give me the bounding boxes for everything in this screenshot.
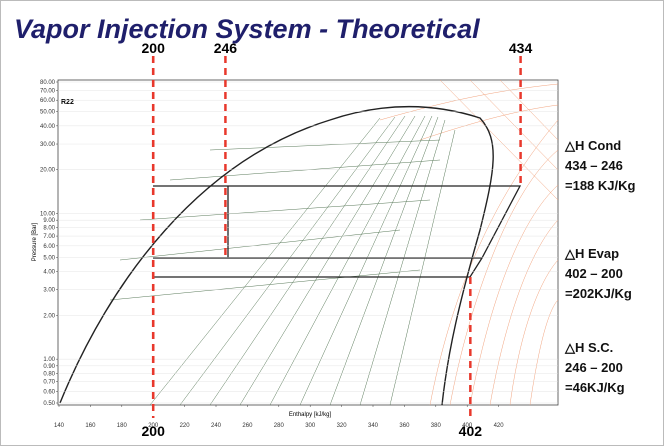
x-tick-label: 340 [368,423,379,429]
y-tick-label: 1.00 [43,357,55,363]
annotation-heading: △H Cond [564,138,621,153]
annotation-formula: 246 – 200 [565,360,623,375]
top-marker-label: 246 [214,40,238,56]
top-marker-label: 200 [142,40,166,56]
superheat-lines [379,79,559,406]
x-tick-label: 380 [431,423,442,429]
y-tick-label: 3.00 [43,288,55,294]
x-axis-title: Enthalpy [kJ/kg] [289,412,332,418]
x-tick-label: 420 [494,423,505,429]
x-tick-label: 200 [148,423,159,429]
y-tick-label: 8.00 [43,226,55,232]
refrigerant-label: R22 [61,99,74,106]
y-tick-label: 0.70 [43,380,55,386]
x-tick-label: 140 [54,423,65,429]
y-tick-label: 60.00 [40,98,56,104]
annotation-heading: △H Evap [564,246,619,261]
x-tick-label: 160 [85,423,96,429]
saturation-dome [59,105,494,406]
y-tick-label: 2.00 [43,313,55,319]
y-tick-label: 10.00 [40,212,56,218]
x-tick-label: 260 [242,423,253,429]
bottom-marker-label: 402 [459,423,483,439]
annotation-formula: 434 – 246 [565,158,623,173]
y-tick-label: 4.00 [43,269,55,275]
y-tick-label: 0.80 [43,371,55,377]
annotation-formula: 402 – 200 [565,266,623,281]
x-tick-label: 180 [117,423,128,429]
annotation-result: =188 KJ/Kg [565,178,636,193]
bottom-marker-label: 200 [142,423,166,439]
plot-frame [57,79,559,406]
y-tick-label: 7.00 [43,234,55,240]
y-tick-label: 20.00 [40,168,56,174]
x-tick-label: 400 [462,423,473,429]
x-tick-label: 300 [305,423,316,429]
y-tick-label: 0.50 [43,401,55,407]
slide-title: Vapor Injection System - Theoretical [14,14,480,44]
x-tick-label: 360 [399,423,410,429]
top-marker-label: 434 [509,40,533,56]
y-tick-label: 9.00 [43,218,55,224]
annotation-result: =202KJ/Kg [565,286,632,301]
x-tick-label: 280 [274,423,285,429]
y-tick-label: 0.60 [43,389,55,395]
y-tick-label: 50.00 [40,110,56,116]
y-tick-label: 30.00 [40,142,56,148]
y-axis-title: Pressure [Bar] [32,223,38,262]
y-tick-label: 6.00 [43,244,55,250]
x-tick-label: 220 [180,423,191,429]
y-tick-label: 70.00 [40,88,56,94]
plot [57,79,559,406]
x-tick-label: 240 [211,423,222,429]
y-tick-label: 5.00 [43,255,55,261]
y-tick-label: 0.90 [43,364,55,370]
annotation-heading: △H S.C. [564,340,613,355]
annotation-result: =46KJ/Kg [565,380,625,395]
y-tick-label: 80.00 [40,80,56,86]
x-tick-label: 320 [337,423,348,429]
quality-lines [109,115,456,406]
y-tick-label: 40.00 [40,124,56,130]
